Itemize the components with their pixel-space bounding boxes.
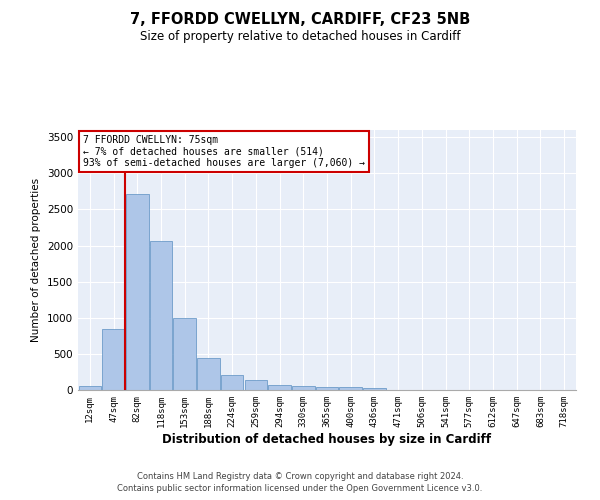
Bar bbox=[79, 386, 101, 390]
Bar bbox=[221, 375, 244, 390]
Bar bbox=[103, 330, 125, 390]
Bar bbox=[173, 318, 196, 390]
Bar bbox=[340, 388, 362, 390]
Text: 7 FFORDD CWELLYN: 75sqm
← 7% of detached houses are smaller (514)
93% of semi-de: 7 FFORDD CWELLYN: 75sqm ← 7% of detached… bbox=[83, 135, 365, 168]
Text: 7, FFORDD CWELLYN, CARDIFF, CF23 5NB: 7, FFORDD CWELLYN, CARDIFF, CF23 5NB bbox=[130, 12, 470, 28]
Bar bbox=[268, 384, 291, 390]
Text: Contains HM Land Registry data © Crown copyright and database right 2024.: Contains HM Land Registry data © Crown c… bbox=[137, 472, 463, 481]
X-axis label: Distribution of detached houses by size in Cardiff: Distribution of detached houses by size … bbox=[163, 432, 491, 446]
Bar bbox=[126, 194, 149, 390]
Bar bbox=[150, 241, 172, 390]
Bar bbox=[197, 358, 220, 390]
Bar bbox=[316, 387, 338, 390]
Text: Size of property relative to detached houses in Cardiff: Size of property relative to detached ho… bbox=[140, 30, 460, 43]
Text: Contains public sector information licensed under the Open Government Licence v3: Contains public sector information licen… bbox=[118, 484, 482, 493]
Y-axis label: Number of detached properties: Number of detached properties bbox=[31, 178, 41, 342]
Bar bbox=[245, 380, 267, 390]
Bar bbox=[292, 386, 314, 390]
Bar bbox=[363, 388, 386, 390]
